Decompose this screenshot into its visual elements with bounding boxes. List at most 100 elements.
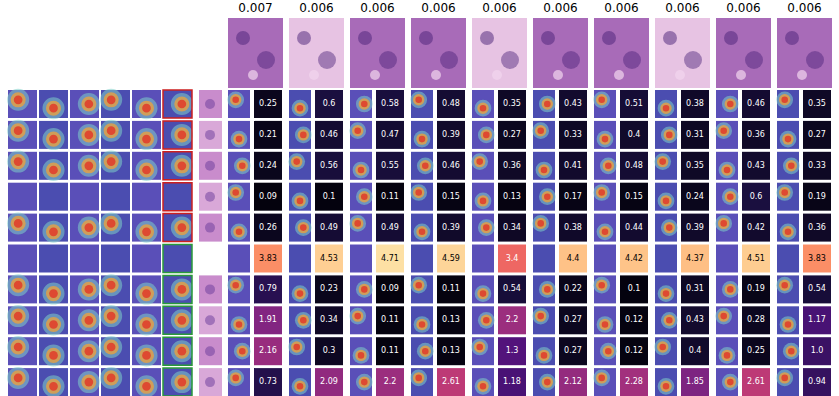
svg-text:3.83: 3.83 bbox=[808, 254, 826, 263]
svg-text:1.0: 1.0 bbox=[811, 346, 824, 355]
svg-text:0.11: 0.11 bbox=[381, 346, 399, 355]
svg-text:0.54: 0.54 bbox=[808, 284, 826, 293]
svg-text:0.38: 0.38 bbox=[564, 223, 582, 232]
svg-text:0.35: 0.35 bbox=[686, 161, 704, 170]
svg-text:0.1: 0.1 bbox=[323, 192, 336, 201]
svg-text:0.007: 0.007 bbox=[238, 1, 272, 15]
svg-text:0.26: 0.26 bbox=[259, 223, 277, 232]
svg-text:0.43: 0.43 bbox=[747, 161, 765, 170]
svg-text:0.48: 0.48 bbox=[442, 99, 460, 108]
svg-text:0.21: 0.21 bbox=[259, 130, 277, 139]
svg-text:0.1: 0.1 bbox=[628, 284, 641, 293]
svg-text:0.39: 0.39 bbox=[686, 223, 704, 232]
svg-text:0.09: 0.09 bbox=[381, 284, 399, 293]
svg-text:0.31: 0.31 bbox=[686, 284, 704, 293]
svg-text:0.19: 0.19 bbox=[747, 284, 765, 293]
svg-text:0.24: 0.24 bbox=[259, 161, 277, 170]
svg-text:0.54: 0.54 bbox=[503, 284, 521, 293]
svg-text:0.33: 0.33 bbox=[564, 130, 582, 139]
svg-text:1.18: 1.18 bbox=[503, 377, 521, 386]
svg-text:0.49: 0.49 bbox=[381, 223, 399, 232]
svg-text:1.85: 1.85 bbox=[686, 377, 704, 386]
svg-text:0.46: 0.46 bbox=[442, 161, 460, 170]
svg-text:0.09: 0.09 bbox=[259, 192, 277, 201]
svg-text:0.79: 0.79 bbox=[259, 284, 277, 293]
svg-text:0.23: 0.23 bbox=[320, 284, 338, 293]
svg-text:0.13: 0.13 bbox=[503, 192, 521, 201]
svg-text:0.31: 0.31 bbox=[686, 130, 704, 139]
svg-text:0.24: 0.24 bbox=[686, 192, 704, 201]
svg-text:0.006: 0.006 bbox=[421, 1, 455, 15]
svg-text:0.35: 0.35 bbox=[808, 99, 826, 108]
svg-text:0.6: 0.6 bbox=[323, 99, 336, 108]
svg-text:0.49: 0.49 bbox=[320, 223, 338, 232]
svg-text:0.55: 0.55 bbox=[381, 161, 399, 170]
svg-text:1.3: 1.3 bbox=[506, 346, 519, 355]
svg-text:0.006: 0.006 bbox=[299, 1, 333, 15]
svg-text:0.43: 0.43 bbox=[686, 315, 704, 324]
svg-text:0.38: 0.38 bbox=[686, 99, 704, 108]
svg-text:0.006: 0.006 bbox=[360, 1, 394, 15]
svg-text:4.53: 4.53 bbox=[320, 254, 338, 263]
svg-text:2.12: 2.12 bbox=[564, 377, 582, 386]
svg-text:0.006: 0.006 bbox=[543, 1, 577, 15]
svg-text:3.83: 3.83 bbox=[259, 254, 277, 263]
svg-text:0.73: 0.73 bbox=[259, 377, 277, 386]
svg-text:0.12: 0.12 bbox=[625, 346, 643, 355]
svg-text:0.35: 0.35 bbox=[503, 99, 521, 108]
svg-text:0.39: 0.39 bbox=[442, 223, 460, 232]
svg-text:0.11: 0.11 bbox=[442, 284, 460, 293]
svg-text:0.43: 0.43 bbox=[564, 99, 582, 108]
svg-text:0.41: 0.41 bbox=[564, 161, 582, 170]
svg-text:0.44: 0.44 bbox=[625, 223, 643, 232]
svg-text:0.28: 0.28 bbox=[747, 315, 765, 324]
svg-text:0.36: 0.36 bbox=[503, 161, 521, 170]
svg-text:0.39: 0.39 bbox=[442, 130, 460, 139]
svg-text:0.006: 0.006 bbox=[726, 1, 760, 15]
svg-text:0.25: 0.25 bbox=[747, 346, 765, 355]
svg-text:0.3: 0.3 bbox=[323, 346, 336, 355]
svg-text:0.94: 0.94 bbox=[808, 377, 826, 386]
svg-text:0.006: 0.006 bbox=[482, 1, 516, 15]
svg-text:0.22: 0.22 bbox=[564, 284, 582, 293]
svg-text:0.56: 0.56 bbox=[320, 161, 338, 170]
svg-text:3.4: 3.4 bbox=[506, 254, 519, 263]
svg-text:1.91: 1.91 bbox=[259, 315, 277, 324]
svg-text:0.36: 0.36 bbox=[747, 130, 765, 139]
svg-text:0.15: 0.15 bbox=[442, 192, 460, 201]
svg-text:0.11: 0.11 bbox=[381, 192, 399, 201]
svg-text:0.46: 0.46 bbox=[320, 130, 338, 139]
svg-text:0.27: 0.27 bbox=[808, 130, 826, 139]
svg-text:0.48: 0.48 bbox=[625, 161, 643, 170]
svg-text:0.25: 0.25 bbox=[259, 99, 277, 108]
svg-text:2.28: 2.28 bbox=[625, 377, 643, 386]
svg-text:0.4: 0.4 bbox=[628, 130, 641, 139]
svg-text:4.42: 4.42 bbox=[625, 254, 643, 263]
svg-text:4.51: 4.51 bbox=[747, 254, 765, 263]
svg-text:0.006: 0.006 bbox=[665, 1, 699, 15]
svg-text:2.16: 2.16 bbox=[259, 346, 277, 355]
svg-text:0.4: 0.4 bbox=[689, 346, 702, 355]
svg-text:4.4: 4.4 bbox=[567, 254, 580, 263]
svg-text:4.71: 4.71 bbox=[381, 254, 399, 263]
svg-text:2.09: 2.09 bbox=[320, 377, 338, 386]
svg-text:0.17: 0.17 bbox=[564, 192, 582, 201]
svg-text:4.37: 4.37 bbox=[686, 254, 704, 263]
svg-text:0.27: 0.27 bbox=[564, 315, 582, 324]
svg-text:0.27: 0.27 bbox=[564, 346, 582, 355]
svg-text:0.13: 0.13 bbox=[442, 315, 460, 324]
svg-text:0.58: 0.58 bbox=[381, 99, 399, 108]
svg-text:0.46: 0.46 bbox=[747, 99, 765, 108]
svg-text:0.12: 0.12 bbox=[625, 315, 643, 324]
svg-text:0.36: 0.36 bbox=[808, 223, 826, 232]
svg-text:0.19: 0.19 bbox=[808, 192, 826, 201]
svg-text:0.42: 0.42 bbox=[747, 223, 765, 232]
svg-text:0.47: 0.47 bbox=[381, 130, 399, 139]
svg-text:0.34: 0.34 bbox=[503, 223, 521, 232]
svg-text:2.2: 2.2 bbox=[506, 315, 519, 324]
svg-text:0.6: 0.6 bbox=[750, 192, 763, 201]
svg-text:2.61: 2.61 bbox=[442, 377, 460, 386]
svg-text:0.006: 0.006 bbox=[787, 1, 821, 15]
svg-text:0.11: 0.11 bbox=[381, 315, 399, 324]
svg-text:2.61: 2.61 bbox=[747, 377, 765, 386]
